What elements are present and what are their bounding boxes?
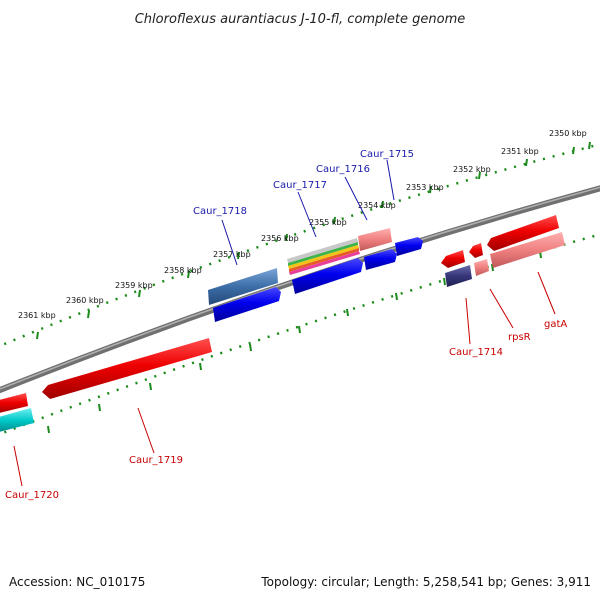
gene-caur-1720[interactable] — [0, 408, 34, 433]
gene-gata-top[interactable] — [487, 215, 559, 251]
gene-caur-1718[interactable] — [213, 287, 281, 322]
gene-caur-1716[interactable] — [364, 249, 397, 270]
tick-label: 2358 kbp — [164, 266, 202, 275]
accession-text: Accession: NC_010175 — [9, 575, 145, 589]
gene-labels: Caur_1715 Caur_1716 Caur_1717 Caur_1718 … — [5, 149, 567, 501]
gene-caur-1714[interactable] — [445, 265, 472, 287]
tick-labels: 2350 kbp 2351 kbp 2352 kbp 2353 kbp 2354… — [18, 129, 587, 320]
gene-caur-1714-top[interactable] — [441, 250, 465, 268]
tick-label: 2360 kbp — [66, 296, 104, 305]
tick-label: 2356 kbp — [261, 234, 299, 243]
outer-major-ticks — [36, 141, 591, 340]
inner-tick-track — [0, 233, 600, 436]
label-caur-1719[interactable]: Caur_1719 — [129, 455, 183, 466]
gene-caur-1719[interactable] — [42, 338, 212, 399]
tick-label: 2361 kbp — [18, 311, 56, 320]
gene-caur-1717[interactable] — [292, 258, 363, 294]
outer-tick-track — [0, 142, 600, 348]
gene-caur-1715[interactable] — [395, 237, 423, 256]
gene-caur-1716-top[interactable] — [358, 228, 392, 251]
label-caur-1715[interactable]: Caur_1715 — [360, 149, 414, 160]
label-caur-1714[interactable]: Caur_1714 — [449, 347, 503, 358]
forward-strand-genes — [208, 228, 423, 322]
label-gata[interactable]: gatA — [544, 319, 567, 330]
label-caur-1717[interactable]: Caur_1717 — [273, 180, 327, 191]
tick-label: 2359 kbp — [115, 281, 153, 290]
label-caur-1716[interactable]: Caur_1716 — [316, 164, 370, 175]
genome-summary-text: Topology: circular; Length: 5,258,541 bp… — [260, 575, 591, 589]
gene-caur-1717-top[interactable] — [287, 238, 360, 275]
label-caur-1720[interactable]: Caur_1720 — [5, 490, 59, 501]
gene-caur-1720-red[interactable] — [0, 393, 28, 414]
gene-caur-1718-top[interactable] — [208, 268, 278, 305]
gene-gata[interactable] — [490, 232, 565, 268]
gene-rpsr-top[interactable] — [469, 243, 483, 258]
tick-label: 2350 kbp — [549, 129, 587, 138]
tick-label: 2353 kbp — [406, 183, 444, 192]
tick-label: 2354 kbp — [358, 201, 396, 210]
tick-label: 2351 kbp — [501, 147, 539, 156]
gene-rpsr[interactable] — [474, 259, 489, 276]
inner-major-ticks — [47, 250, 542, 434]
reverse-strand-genes — [0, 338, 212, 433]
tick-label: 2352 kbp — [453, 165, 491, 174]
label-leader-lines — [13, 159, 556, 487]
right-cluster-genes — [441, 215, 565, 287]
label-rpsr[interactable]: rpsR — [508, 332, 531, 343]
tick-label: 2355 kbp — [309, 218, 347, 227]
map-title: Chloroflexus aurantiacus J-10-fl, comple… — [135, 12, 466, 27]
tick-label: 2357 kbp — [213, 250, 251, 259]
label-caur-1718[interactable]: Caur_1718 — [193, 206, 247, 217]
